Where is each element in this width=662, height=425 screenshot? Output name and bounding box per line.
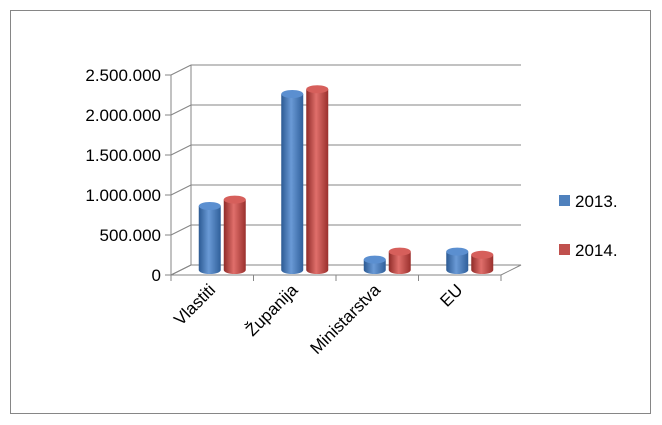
y-tick-label: 2.500.000 — [85, 66, 161, 85]
bar — [198, 202, 221, 274]
bar — [306, 85, 329, 274]
axes — [165, 65, 522, 281]
legend-swatch — [559, 244, 570, 255]
gridlines — [170, 64, 521, 276]
bar-body — [281, 94, 304, 274]
bar — [388, 247, 411, 274]
legend-label: 2014. — [575, 241, 618, 260]
category-labels: Vlastiti Županija Ministarstva EU — [170, 280, 466, 358]
bar-top — [471, 250, 494, 259]
bar-top — [198, 202, 221, 210]
legend: 2013. 2014. — [559, 192, 618, 260]
y-tick-label: 2.000.000 — [85, 106, 161, 125]
x-category-label: Ministarstva — [307, 280, 385, 358]
y-tick-label: 1.000.000 — [85, 186, 161, 205]
x-category-label: Županija — [242, 280, 302, 340]
x-category-label: Vlastiti — [170, 280, 219, 329]
bar-top — [223, 195, 246, 204]
bar-body — [306, 89, 329, 274]
bar — [363, 255, 386, 274]
bar-top — [446, 247, 469, 256]
bar-top — [306, 85, 329, 94]
bar-body — [388, 251, 411, 274]
bar-body — [363, 259, 386, 274]
bar — [471, 250, 494, 274]
bar-top — [388, 247, 411, 256]
bar-body — [446, 251, 469, 274]
y-tick-label: 1.500.000 — [85, 146, 161, 165]
gridline-side — [170, 224, 192, 236]
chart-frame: 0 500.000 1.000.000 1.500.000 2.000.000 2.500… — [10, 10, 651, 414]
gridline-side — [170, 64, 192, 76]
y-tick-label: 0 — [152, 266, 161, 285]
y-tick-label: 500.000 — [100, 226, 161, 245]
bar-body — [471, 254, 494, 274]
legend-label: 2013. — [575, 192, 618, 211]
bar-chart: 0 500.000 1.000.000 1.500.000 2.000.000 2.500… — [85, 64, 618, 358]
gridline-side — [170, 104, 192, 116]
bar-body — [223, 199, 246, 274]
bar — [223, 195, 246, 274]
bar-body — [198, 206, 221, 274]
bar — [446, 247, 469, 274]
bar-top — [281, 90, 304, 98]
y-tick-labels: 0 500.000 1.000.000 1.500.000 2.000.000 2.500… — [85, 66, 161, 285]
bars — [198, 85, 494, 274]
bar — [281, 90, 304, 274]
floor — [170, 264, 522, 276]
x-category-label: EU — [436, 280, 466, 310]
gridline-side — [170, 184, 192, 196]
legend-swatch — [559, 195, 570, 206]
gridline-side — [170, 144, 192, 156]
bar-top — [363, 255, 386, 264]
